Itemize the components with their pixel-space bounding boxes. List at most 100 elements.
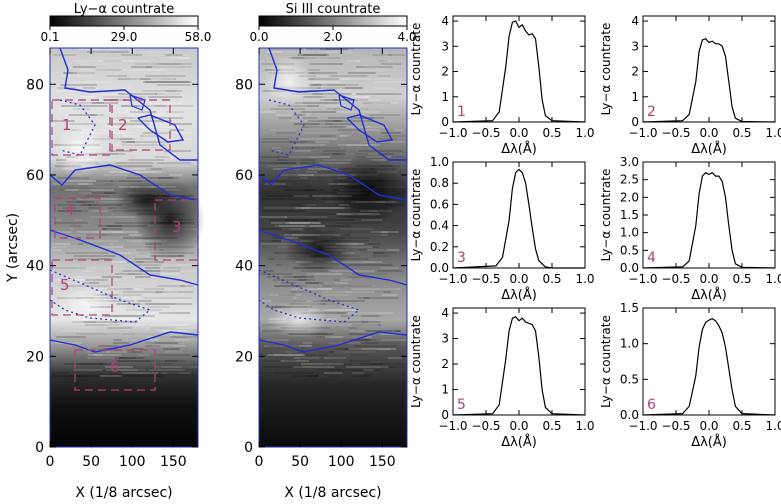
- profile-line: [642, 37, 776, 123]
- image-streak: [54, 222, 88, 224]
- image-streak: [309, 63, 329, 65]
- x-tick-label: 0.0: [699, 272, 718, 286]
- contour-solid: [258, 331, 408, 353]
- image-streak: [158, 360, 187, 362]
- image-streak: [319, 123, 334, 125]
- image-streak: [332, 153, 369, 155]
- image-streak: [263, 297, 297, 299]
- image-streak: [310, 84, 359, 86]
- image-streak: [318, 162, 351, 164]
- image-streak: [56, 336, 86, 338]
- y-tick-label: 1.5: [620, 208, 639, 222]
- image-streak: [332, 261, 383, 263]
- image-streak: [298, 174, 314, 176]
- dark-region: [284, 228, 354, 272]
- image-streak: [362, 141, 406, 143]
- image-streak: [91, 102, 119, 104]
- image-streak: [165, 291, 179, 293]
- image-streak: [130, 120, 173, 122]
- image-streak: [77, 129, 126, 131]
- image-streak: [311, 81, 342, 83]
- image-streak: [111, 231, 139, 233]
- image-streak: [134, 333, 183, 335]
- x-tick-label: 1.0: [765, 126, 781, 140]
- image-streak: [100, 375, 123, 377]
- panel-label: 5: [457, 397, 466, 413]
- contour-solid: [338, 94, 355, 111]
- image-streak: [322, 309, 361, 311]
- image-streak: [89, 348, 118, 350]
- image-streak: [273, 285, 301, 287]
- image-streak: [118, 111, 154, 113]
- image-streak: [131, 348, 180, 350]
- image-streak: [93, 294, 142, 296]
- image-streak: [106, 324, 146, 326]
- plot-frame: [452, 15, 586, 123]
- image-streak: [347, 72, 376, 74]
- image-streak: [107, 123, 150, 125]
- image-streak: [267, 195, 295, 197]
- panel-label: 6: [647, 397, 656, 413]
- image-streak: [337, 369, 380, 371]
- image-streak: [319, 48, 348, 50]
- image-streak: [343, 126, 371, 128]
- region-label: 3: [172, 218, 182, 236]
- image-streak: [152, 132, 195, 134]
- image-streak: [276, 159, 316, 161]
- x-tick-label: 100: [328, 454, 355, 470]
- image-streak: [284, 231, 300, 233]
- bright-region: [269, 302, 329, 338]
- image-streak: [165, 360, 178, 362]
- image-streak: [122, 333, 171, 335]
- image-streak: [115, 60, 133, 62]
- image-streak: [305, 375, 331, 377]
- image-streak: [308, 78, 340, 80]
- image-streak: [336, 135, 348, 137]
- bright-region: [55, 120, 105, 180]
- image-streak: [282, 276, 307, 278]
- image-streak: [385, 135, 407, 137]
- image-streak: [103, 60, 121, 62]
- image-streak: [285, 351, 297, 353]
- image-streak: [274, 225, 305, 227]
- y-tick-label: 1.0: [430, 155, 449, 169]
- image-streak: [343, 234, 382, 236]
- y-tick-label: 0: [631, 115, 639, 129]
- image-streak: [373, 255, 390, 257]
- image-streak: [285, 189, 317, 191]
- image-streak: [325, 105, 346, 107]
- image-streak: [154, 342, 179, 344]
- image-streak: [287, 177, 323, 179]
- image-streak: [300, 162, 316, 164]
- image-streak: [77, 96, 126, 98]
- y-tick-label: 40: [26, 259, 44, 275]
- panel-label: 2: [647, 104, 656, 120]
- image-streak: [299, 177, 347, 179]
- image-streak: [121, 117, 149, 119]
- colorbar-tick-label: 4.0: [397, 30, 416, 44]
- image-streak: [346, 144, 371, 146]
- image-streak: [124, 114, 159, 116]
- image-streak: [78, 183, 94, 185]
- image-streak: [328, 351, 378, 353]
- image-streak: [306, 48, 340, 50]
- plot-frame: [258, 47, 408, 448]
- image-streak: [75, 87, 99, 89]
- plot-frame: [452, 161, 586, 269]
- image-streak: [297, 54, 330, 56]
- image-streak: [154, 363, 172, 365]
- y-tick-label: 80: [26, 77, 44, 93]
- image-streak: [124, 321, 170, 323]
- image-streak: [73, 81, 112, 83]
- image-streak: [302, 81, 339, 83]
- image-streak: [317, 351, 341, 353]
- image-streak: [107, 327, 133, 329]
- image-streak: [119, 138, 133, 140]
- image-streak: [118, 93, 158, 95]
- image-streak: [151, 168, 162, 170]
- region-label: 4: [65, 201, 75, 219]
- image-streak: [367, 249, 400, 251]
- x-tick-label: 50: [82, 454, 100, 470]
- x-tick-label: 0.0: [509, 419, 528, 433]
- image-streak: [284, 219, 307, 221]
